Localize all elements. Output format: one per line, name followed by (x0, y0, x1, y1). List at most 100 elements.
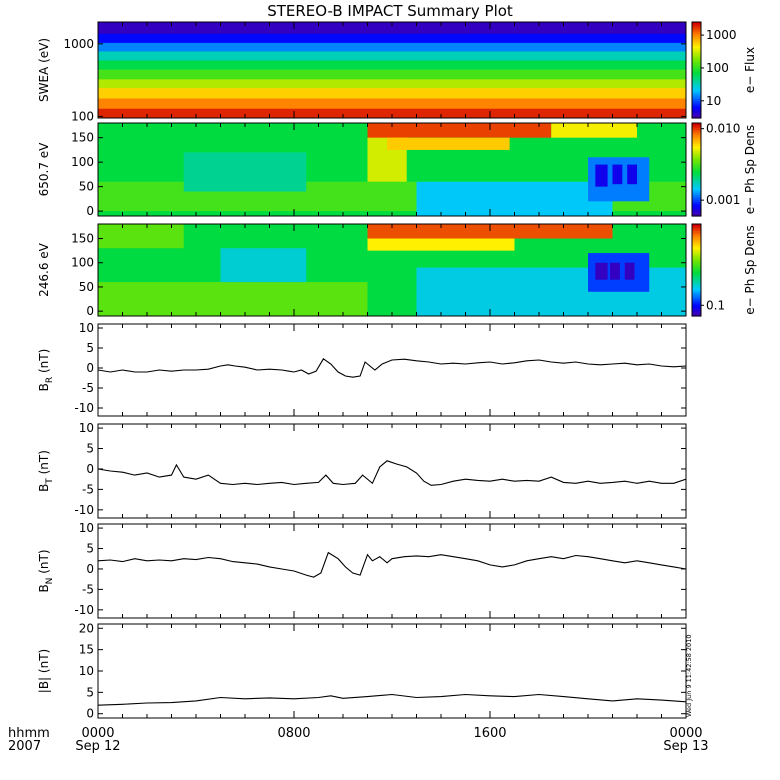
y-tick-label: 10 (79, 521, 94, 535)
heatmap-feature (624, 262, 635, 280)
colorbar-segment (692, 82, 701, 85)
colorbar-segment (692, 55, 701, 59)
colorbar-tick-label: 0.001 (706, 193, 740, 207)
colorbar-segment (692, 228, 701, 232)
colorbar-segment (692, 281, 701, 285)
x-tick-label: 0000 (669, 726, 702, 741)
y-tick-label: 1000 (63, 37, 94, 51)
colorbar-segment (692, 204, 701, 208)
colorbar-segment (692, 276, 701, 280)
colorbar-segment (692, 272, 701, 276)
colorbar-segment (692, 270, 701, 273)
colorbar-segment (692, 77, 701, 81)
colorbar-segment (692, 123, 701, 126)
colorbar-segment (692, 265, 701, 269)
colorbar-segment (692, 48, 701, 52)
colorbar-segment (692, 293, 701, 296)
y-tick-label: -5 (82, 482, 94, 496)
series-line (98, 693, 686, 706)
x-tick-date: Sep 12 (75, 739, 120, 754)
y-tick-label: -5 (82, 582, 94, 596)
colorbar-label: e− Flux (743, 47, 757, 93)
colorbar-segment (692, 38, 701, 42)
colorbar-segment (692, 53, 701, 57)
y-label-main: B (37, 484, 51, 492)
y-tick-label: -10 (74, 401, 94, 415)
heatmap-feature (595, 262, 608, 280)
colorbar-segment (692, 304, 701, 308)
colorbar-segment (692, 94, 701, 97)
y-tick-label: 0 (86, 462, 94, 476)
colorbar-segment (692, 115, 701, 119)
x-tick-label: 0800 (277, 726, 310, 741)
y-tick-label: 100 (71, 155, 94, 169)
heatmap-band (98, 22, 686, 34)
heatmap-band (98, 42, 686, 52)
panel-4: 10 5 0 -5 -10 BT (nT) (37, 421, 687, 519)
colorbar-segment (692, 240, 701, 243)
y-axis-label: BR (nT) (37, 349, 55, 392)
heatmap-feature (551, 123, 637, 138)
panel-6: 20 15 10 5 0 |B| (nT) (37, 621, 687, 721)
y-label-unit: (nT) (37, 349, 51, 377)
colorbar-segment (692, 253, 701, 257)
colorbar-segment (692, 106, 701, 109)
colorbar-segment (692, 302, 701, 306)
y-tick-label: 5 (86, 542, 94, 556)
colorbar-segment (692, 181, 701, 185)
y-axis-label: BN (nT) (37, 549, 55, 592)
colorbar-segment (692, 22, 701, 25)
y-tick-label: 150 (71, 232, 94, 246)
heatmap-band (98, 50, 686, 61)
colorbar-segment (692, 251, 701, 255)
colorbar-segment (692, 183, 701, 187)
heatmap-cells (98, 123, 686, 216)
colorbar-segment (692, 267, 701, 271)
heatmap-band (98, 33, 686, 43)
colorbar-segment (692, 283, 701, 287)
y-label-sub: N (45, 578, 55, 585)
colorbar-segment (692, 46, 701, 49)
colorbar-segment (692, 136, 701, 140)
colorbar-segment (692, 162, 701, 166)
heatmap-feature (220, 248, 307, 283)
y-tick-label: 20 (79, 621, 94, 635)
y-tick-label: 0 (86, 204, 94, 218)
y-label-unit: (nT) (37, 450, 51, 478)
heatmap-band (98, 59, 686, 70)
colorbar-segment (692, 226, 701, 230)
colorbar-segment (692, 134, 701, 138)
colorbar-segment (692, 167, 701, 171)
colorbar-segment (692, 202, 701, 205)
panel-frame (97, 423, 687, 519)
colorbar-frame (691, 122, 702, 217)
colorbar-segment (692, 96, 701, 100)
heatmap-band (98, 78, 686, 89)
colorbar-tick-label: 100 (706, 61, 729, 75)
y-tick-label: 100 (71, 109, 94, 123)
y-axis-label: |B| (nT) (37, 649, 51, 693)
plot-title: STEREO-B IMPACT Summary Plot (267, 2, 513, 20)
colorbar-segment (692, 247, 701, 250)
colorbar-segment (692, 297, 701, 301)
colorbar-segment (692, 306, 701, 310)
y-tick-label: 10 (79, 421, 94, 435)
colorbar-segment (692, 237, 701, 241)
colorbar-segment (692, 91, 701, 95)
colorbar-segment (692, 258, 701, 262)
y-tick-label: 0 (86, 562, 94, 576)
colorbar-label: e− Ph Sp Dens (743, 225, 757, 314)
y-label-sub: R (45, 377, 55, 383)
timestamp-label: Wed Jun 9 11:42:58 2010 (685, 635, 693, 717)
y-tick-label: 5 (86, 341, 94, 355)
colorbar-segment (692, 41, 701, 45)
colorbar-segment (692, 309, 701, 312)
colorbar-segment (692, 192, 701, 196)
heatmap-feature (367, 224, 613, 239)
colorbar-segment (692, 178, 701, 182)
y-tick-label: 50 (79, 280, 94, 294)
colorbar-segment (692, 58, 701, 61)
colorbar-segment (692, 235, 701, 239)
